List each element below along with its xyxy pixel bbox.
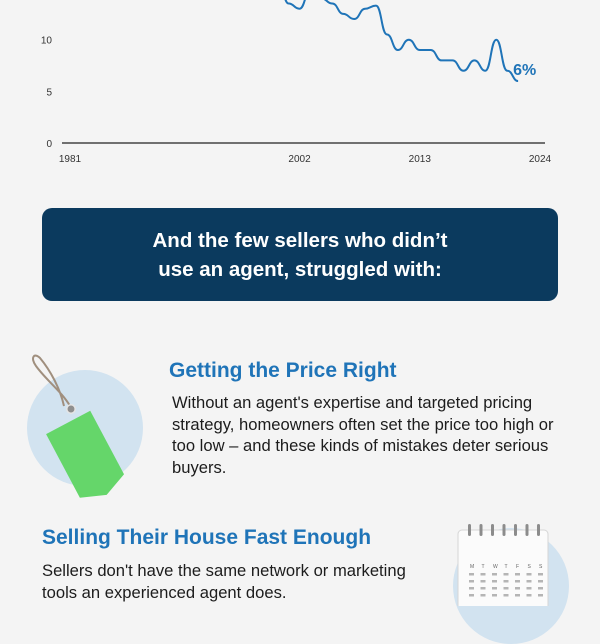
calendar-day-cell: [480, 580, 486, 583]
calendar-ring: [537, 524, 540, 536]
line-chart: 0 5 10 1981 2002 2013 2024 6%: [41, 0, 552, 165]
section-body-selling: Sellers don't have the same network or m…: [42, 561, 406, 602]
calendar-day-cell: [503, 587, 509, 590]
x-tick-label: 2002: [288, 154, 311, 165]
calendar-weekday-letter: S: [528, 564, 532, 570]
calendar-day-cell: [492, 580, 497, 583]
y-tick-label: 10: [41, 36, 53, 47]
y-tick-label: 5: [46, 87, 52, 98]
calendar-day-cell: [538, 580, 543, 583]
calendar-ring: [502, 524, 506, 536]
calendar-weekday-letter: S: [539, 564, 543, 570]
calendar-day-cell: [503, 580, 509, 583]
data-series-line: [284, 0, 519, 82]
y-tick-label: 0: [46, 139, 52, 150]
calendar-ring: [514, 524, 517, 536]
calendar-day-cell: [469, 594, 474, 597]
calendar-day-cell: [526, 573, 532, 576]
calendar-day-cell: [480, 573, 486, 576]
x-tick-label: 1981: [59, 154, 82, 165]
calendar-ring: [468, 524, 471, 536]
calendar-day-cell: [503, 594, 509, 597]
calendar-day-cell: [538, 594, 543, 597]
x-tick-label: 2024: [529, 154, 552, 165]
calendar-day-cell: [515, 594, 520, 597]
calendar-weekday-letter: F: [516, 564, 519, 570]
calendar-day-cell: [480, 587, 486, 590]
section-body-price: Without an agent's expertise and targete…: [172, 393, 554, 477]
calendar-day-cell: [538, 573, 543, 576]
x-tick-label: 2013: [409, 154, 432, 165]
calendar-day-cell: [515, 587, 520, 590]
calendar-day-cell: [469, 587, 474, 590]
section-title-price: Getting the Price Right: [169, 359, 397, 382]
calendar-day-cell: [526, 580, 532, 583]
banner-line-1: And the few sellers who didn’t: [152, 228, 448, 252]
calendar-day-cell: [526, 587, 532, 590]
calendar-day-cell: [492, 573, 497, 576]
calendar-day-cell: [503, 573, 509, 576]
banner-line-2: use an agent, struggled with:: [158, 257, 442, 281]
calendar-day-cell: [492, 594, 497, 597]
calendar-day-cell: [526, 594, 532, 597]
calendar-day-cell: [492, 587, 497, 590]
calendar-day-cell: [515, 580, 520, 583]
calendar-weekday-letter: T: [482, 564, 485, 570]
section-title-selling: Selling Their House Fast Enough: [42, 526, 372, 549]
banner: And the few sellers who didn’t use an ag…: [42, 208, 558, 301]
calendar-day-cell: [469, 580, 474, 583]
end-value-label: 6%: [513, 62, 536, 79]
calendar-ring: [525, 524, 529, 536]
calendar-day-cell: [480, 594, 486, 597]
calendar-day-cell: [538, 587, 543, 590]
calendar-weekday-letter: W: [493, 564, 498, 570]
calendar-ring: [491, 524, 494, 536]
calendar-weekday-letter: M: [470, 564, 474, 570]
calendar-ring: [479, 524, 483, 536]
calendar-day-cell: [515, 573, 520, 576]
calendar-weekday-letter: T: [505, 564, 508, 570]
price-tag-icon: [32, 354, 125, 498]
calendar-day-cell: [469, 573, 474, 576]
